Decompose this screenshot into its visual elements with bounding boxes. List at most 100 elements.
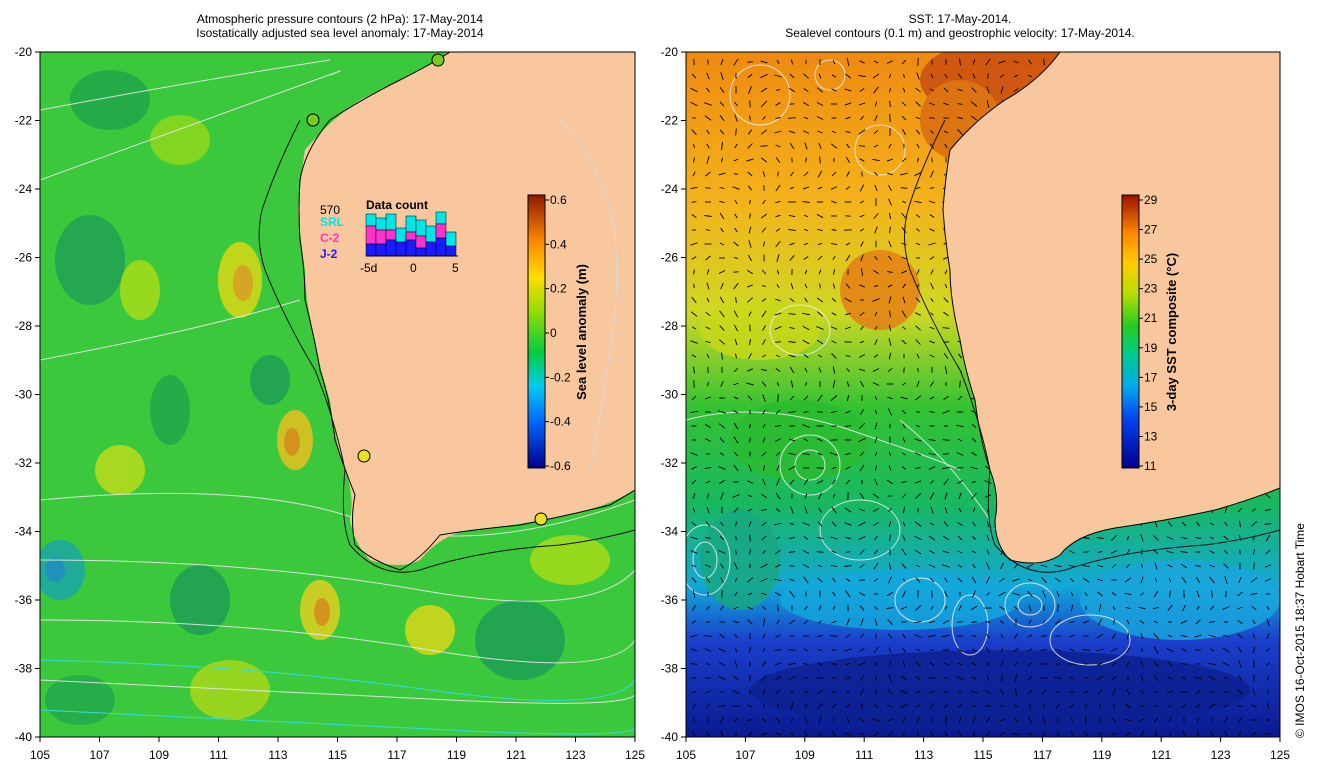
velocity-arrow	[720, 605, 724, 611]
velocity-arrow	[775, 298, 781, 302]
velocity-arrow	[774, 326, 782, 330]
velocity-arrow	[957, 564, 963, 568]
velocity-arrow	[1055, 577, 1061, 583]
velocity-arrow	[1013, 606, 1019, 610]
sla-colorbar-tick-label: 0	[550, 326, 557, 340]
velocity-arrow	[734, 338, 738, 346]
velocity-arrow	[1138, 606, 1146, 610]
velocity-arrow	[775, 732, 781, 736]
velocity-arrow	[1266, 605, 1270, 611]
velocity-arrow	[944, 269, 948, 275]
left-x-tick-label: 115	[328, 748, 347, 762]
velocity-arrow	[761, 310, 767, 318]
velocity-arrow	[945, 715, 947, 725]
velocity-arrow	[874, 606, 878, 610]
velocity-arrow	[1043, 703, 1045, 709]
velocity-arrow	[747, 284, 753, 288]
velocity-arrow	[915, 676, 921, 680]
velocity-arrow	[1096, 676, 1104, 680]
velocity-arrow	[734, 213, 738, 219]
velocity-arrow	[803, 478, 809, 486]
velocity-arrow	[749, 534, 751, 542]
velocity-arrow	[986, 86, 990, 94]
velocity-arrow	[704, 690, 712, 694]
velocity-arrow	[720, 59, 724, 65]
data-count-xtick: 0	[410, 261, 417, 275]
velocity-arrow	[888, 184, 892, 192]
velocity-arrow	[874, 326, 878, 330]
velocity-arrow	[914, 620, 922, 624]
velocity-arrow	[1195, 537, 1201, 539]
data-count-xtick: 5	[452, 261, 459, 275]
velocity-arrow	[720, 577, 724, 583]
velocity-arrow	[804, 605, 808, 611]
velocity-arrow	[788, 438, 796, 442]
velocity-arrow	[1084, 703, 1088, 709]
velocity-arrow	[984, 480, 992, 484]
velocity-arrow	[1028, 59, 1032, 65]
velocity-arrow	[957, 103, 963, 105]
velocity-arrow	[1237, 689, 1243, 695]
velocity-arrow	[929, 326, 935, 330]
velocity-arrow	[929, 354, 935, 358]
velocity-arrow	[775, 564, 781, 568]
velocity-arrow	[1096, 564, 1104, 568]
velocity-arrow	[844, 102, 852, 106]
sst-colorbar-tick-label: 23	[1144, 282, 1158, 296]
velocity-arrow	[831, 312, 837, 316]
velocity-arrow	[707, 493, 709, 499]
velocity-arrow	[998, 591, 1006, 597]
velocity-arrow	[762, 423, 766, 429]
velocity-arrow	[1210, 522, 1214, 526]
velocity-arrow	[760, 87, 768, 93]
velocity-arrow	[1012, 578, 1020, 582]
velocity-arrow	[718, 662, 726, 666]
velocity-arrow	[775, 451, 781, 457]
velocity-arrow	[734, 549, 738, 555]
velocity-arrow	[915, 312, 921, 316]
velocity-arrow	[802, 564, 810, 568]
velocity-arrow	[733, 241, 739, 247]
velocity-arrow	[803, 171, 809, 177]
velocity-arrow	[775, 492, 781, 500]
velocity-arrow	[956, 452, 964, 456]
velocity-arrow	[1139, 620, 1145, 624]
velocity-arrow	[874, 478, 878, 486]
velocity-arrow	[775, 184, 781, 192]
velocity-arrow	[789, 690, 795, 694]
velocity-arrow	[944, 605, 948, 611]
velocity-arrow	[706, 716, 710, 724]
velocity-arrow	[872, 298, 880, 302]
velocity-arrow	[747, 719, 753, 721]
velocity-arrow	[873, 703, 879, 709]
velocity-arrow	[1084, 592, 1088, 596]
velocity-arrow	[776, 269, 780, 275]
velocity-arrow	[958, 716, 962, 724]
velocity-arrow	[1181, 663, 1187, 665]
velocity-arrow	[705, 480, 711, 484]
velocity-arrow	[888, 255, 892, 261]
velocity-arrow	[763, 465, 765, 471]
velocity-arrow	[762, 199, 766, 205]
velocity-arrow	[929, 492, 935, 500]
velocity-arrow	[944, 577, 948, 583]
velocity-arrow	[733, 257, 739, 259]
left-x-tick-label: 109	[149, 748, 169, 762]
velocity-arrow	[802, 453, 810, 455]
velocity-arrow	[985, 647, 991, 653]
sla-colorbar-label: Sea level anomaly (m)	[574, 264, 589, 400]
velocity-arrow	[1000, 86, 1004, 94]
sst-colorbar-tick-label: 11	[1144, 459, 1157, 473]
velocity-arrow	[900, 396, 908, 400]
velocity-arrow	[1126, 688, 1130, 696]
sst-colorbar: 29 27 25 23 21 19 17 15 13 11 3-day SST composite…	[1121, 193, 1179, 473]
velocity-arrow	[1208, 662, 1216, 666]
velocity-arrow	[1211, 590, 1213, 598]
velocity-arrow	[1069, 550, 1075, 554]
velocity-arrow	[1000, 647, 1004, 653]
velocity-arrow	[691, 214, 697, 218]
velocity-arrow	[691, 201, 697, 203]
velocity-arrow	[1124, 592, 1132, 596]
velocity-arrow	[1126, 632, 1130, 640]
velocity-arrow	[874, 101, 878, 107]
